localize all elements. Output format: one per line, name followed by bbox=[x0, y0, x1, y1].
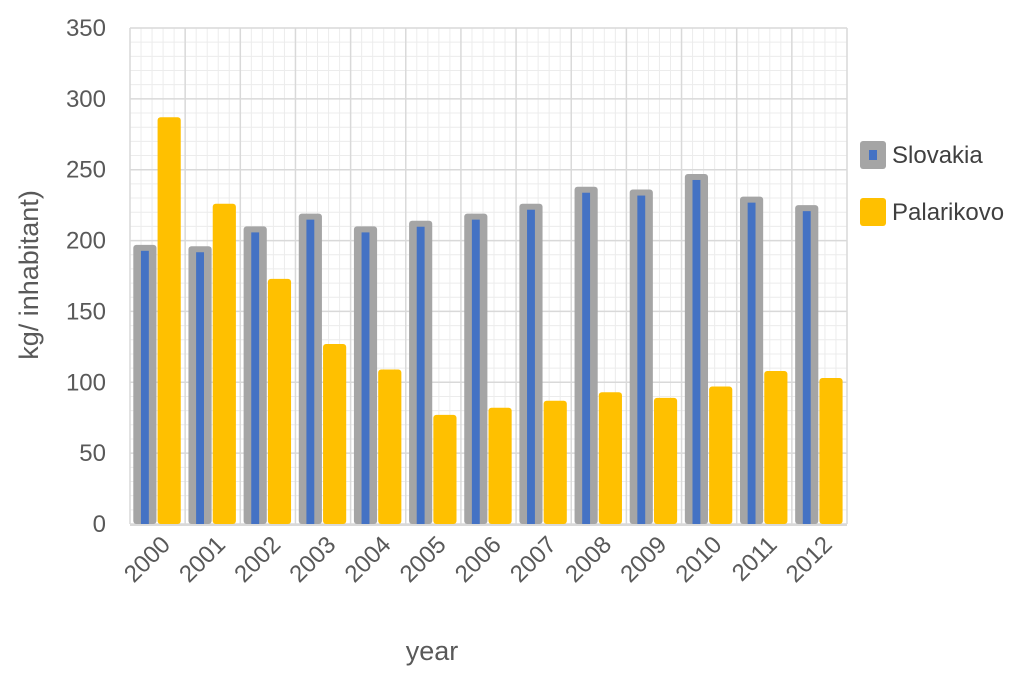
bar-slovakia-inner bbox=[582, 192, 591, 524]
bar-palarikovo bbox=[212, 203, 236, 524]
bar-slovakia-inner bbox=[692, 179, 701, 525]
y-tick-label: 0 bbox=[93, 511, 106, 538]
y-tick-label: 100 bbox=[66, 369, 106, 396]
bar-palarikovo bbox=[488, 407, 512, 524]
bars bbox=[133, 117, 843, 525]
bar-palarikovo bbox=[764, 370, 788, 524]
bar-slovakia-inner bbox=[527, 209, 535, 524]
x-tick-label: 2009 bbox=[615, 531, 672, 588]
x-tick-label: 2006 bbox=[450, 531, 507, 588]
bar-slovakia-inner bbox=[747, 202, 756, 524]
legend-swatch-palarikovo bbox=[860, 198, 886, 226]
bar-palarikovo bbox=[157, 117, 181, 524]
y-tick-label: 150 bbox=[66, 298, 106, 325]
bar-slovakia-inner bbox=[416, 226, 425, 524]
y-tick-label: 350 bbox=[66, 15, 106, 42]
bar-palarikovo bbox=[323, 344, 347, 524]
bar-slovakia-inner bbox=[471, 219, 480, 524]
x-tick-label: 2000 bbox=[119, 531, 176, 588]
bar-palarikovo bbox=[543, 400, 567, 524]
x-tick-label: 2002 bbox=[229, 531, 286, 588]
bar-palarikovo bbox=[598, 392, 622, 524]
legend-swatch-slovakia-inner bbox=[869, 150, 877, 160]
x-tick-label: 2007 bbox=[505, 531, 562, 588]
legend: Slovakia Palarikovo bbox=[860, 141, 1004, 226]
bar-slovakia-inner bbox=[140, 250, 149, 524]
legend-label-slovakia: Slovakia bbox=[892, 142, 983, 169]
y-tick-label: 200 bbox=[66, 228, 106, 255]
bar-slovakia-inner bbox=[802, 211, 811, 524]
x-tick-label: 2011 bbox=[727, 531, 783, 587]
x-axis-title: year bbox=[406, 636, 459, 666]
bar-palarikovo bbox=[378, 369, 402, 524]
bar-palarikovo bbox=[653, 397, 678, 524]
y-tick-label: 250 bbox=[66, 157, 106, 184]
y-tick-label: 300 bbox=[66, 86, 106, 113]
bar-palarikovo bbox=[819, 378, 843, 524]
bar-slovakia-inner bbox=[306, 219, 315, 524]
y-tick-label: 50 bbox=[79, 440, 106, 467]
x-tick-label: 2008 bbox=[560, 531, 617, 588]
bar-slovakia-inner bbox=[251, 232, 260, 524]
bar-palarikovo bbox=[267, 278, 292, 524]
bar-palarikovo bbox=[433, 414, 457, 524]
legend-label-palarikovo: Palarikovo bbox=[892, 199, 1004, 226]
x-tick-label: 2010 bbox=[671, 531, 728, 588]
x-tick-label: 2005 bbox=[395, 531, 452, 588]
bar-palarikovo bbox=[709, 386, 733, 524]
x-tick-label: 2001 bbox=[174, 531, 231, 588]
bar-slovakia-inner bbox=[196, 252, 204, 525]
bar-slovakia-inner bbox=[361, 232, 370, 524]
y-axis-title: kg/ inhabitant) bbox=[14, 190, 44, 360]
bar-slovakia-inner bbox=[637, 195, 646, 524]
x-tick-label: 2012 bbox=[781, 531, 838, 588]
x-tick-label: 2004 bbox=[340, 531, 397, 588]
x-tick-label: 2003 bbox=[284, 531, 341, 588]
